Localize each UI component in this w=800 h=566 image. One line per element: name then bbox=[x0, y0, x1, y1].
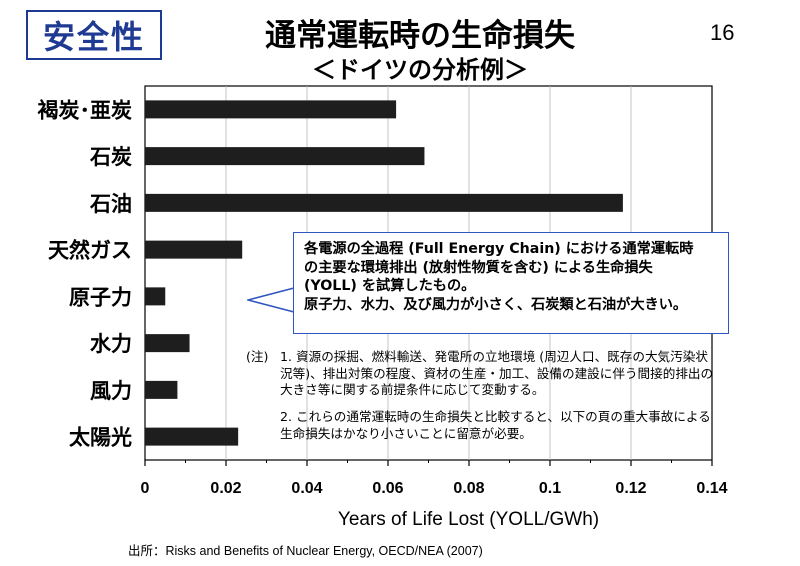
bar bbox=[145, 287, 166, 306]
category-label: 天然ガス bbox=[48, 239, 132, 263]
callout-pointer bbox=[247, 287, 296, 313]
bar bbox=[145, 380, 178, 399]
page-number: 16 bbox=[710, 20, 735, 45]
category-label: 水力 bbox=[90, 332, 132, 356]
x-tick-label: 0.02 bbox=[210, 480, 241, 497]
page-subtitle: ＜ドイツの分析例＞ bbox=[312, 56, 528, 84]
x-tick-label: 0.04 bbox=[291, 480, 322, 497]
callout-line: (YOLL) を試算したもの。 bbox=[304, 278, 476, 294]
callout-line: の主要な環境排出 (放射性物質を含む) による生命損失 bbox=[304, 259, 653, 276]
x-axis-label: Years of Life Lost (YOLL/GWh) bbox=[338, 509, 599, 530]
callout-box: 各電源の全過程 (Full Energy Chain) における通常運転時 の主… bbox=[293, 232, 729, 334]
bar bbox=[145, 334, 190, 353]
x-tick-label: 0.06 bbox=[372, 480, 403, 497]
x-tick-label: 0.1 bbox=[539, 480, 561, 497]
callout-line: 各電源の全過程 (Full Energy Chain) における通常運転時 bbox=[304, 241, 694, 257]
bar bbox=[145, 427, 239, 446]
x-tick-label: 0.08 bbox=[453, 480, 484, 497]
bar bbox=[145, 193, 623, 212]
x-tick-label: 0 bbox=[141, 480, 150, 497]
bar bbox=[145, 240, 243, 259]
x-tick-label: 0.12 bbox=[615, 480, 646, 497]
note-2: 2. これらの通常運転時の生命損失と比較すると、以下の頁の重大事故による生命損失… bbox=[280, 409, 711, 441]
notes-tag: (注) bbox=[246, 349, 269, 364]
bar bbox=[145, 147, 425, 166]
category-label: 原子力 bbox=[69, 285, 132, 309]
category-label: 風力 bbox=[90, 379, 132, 403]
x-tick-label: 0.14 bbox=[696, 480, 727, 497]
note-1: 1. 資源の採掘、燃料輸送、発電所の立地環境 (周辺人口、既存の大気汚染状況等)… bbox=[280, 349, 714, 397]
section-badge: 安全性 bbox=[26, 10, 162, 60]
category-label: 石油 bbox=[89, 192, 132, 216]
category-label: 石炭 bbox=[89, 145, 132, 169]
category-label: 太陽光 bbox=[69, 426, 132, 450]
callout-line: 原子力、水力、及び風力が小さく、石炭類と石油が大きい。 bbox=[304, 296, 688, 313]
page-title: 通常運転時の生命損失 bbox=[265, 18, 575, 54]
source-citation: 出所：Risks and Benefits of Nuclear Energy,… bbox=[128, 544, 483, 558]
category-label: 褐炭･亜炭 bbox=[37, 98, 133, 122]
bar bbox=[145, 100, 397, 119]
